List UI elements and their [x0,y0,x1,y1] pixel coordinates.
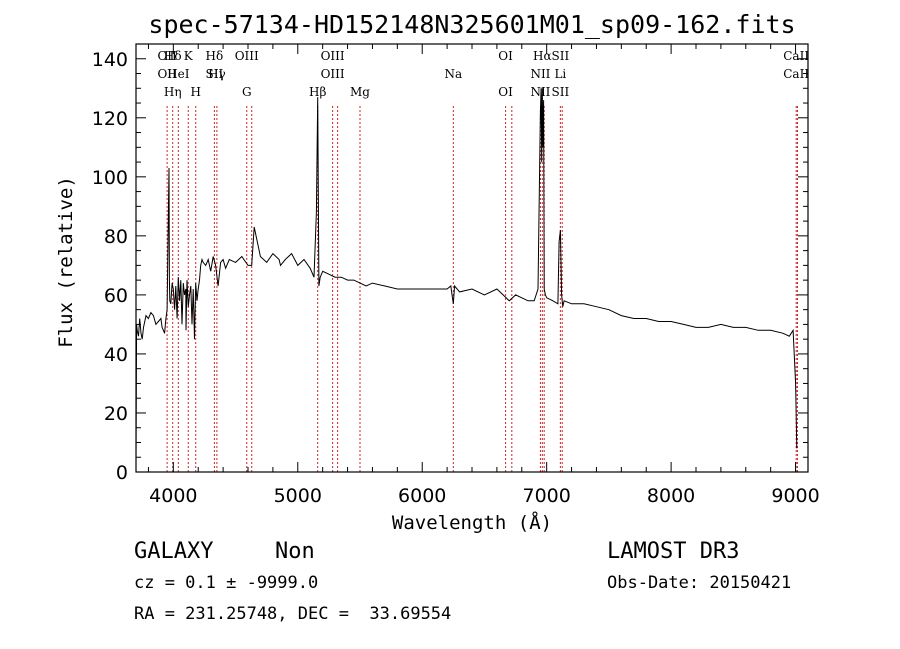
y-tick-label: 0 [116,462,128,484]
y-tick-label: 100 [92,167,128,189]
line-marker-label: Hγ [208,67,226,81]
line-marker-label: K [184,49,194,63]
line-markers [166,106,798,472]
line-marker-label: Hδ [206,49,224,63]
y-tick-label: 40 [104,344,128,366]
x-axis-label: Wavelength (Å) [392,511,552,534]
line-marker-label: NII [530,67,550,81]
line-marker-label: OI [498,49,513,63]
line-marker-label: Hη [164,85,182,99]
x-tick-label: 5000 [274,485,322,507]
object-subclass: Non [275,539,315,564]
line-marker-label: Na [445,67,463,81]
y-axis-label: Flux (relative) [55,176,77,348]
x-tick-label: 7000 [522,485,570,507]
line-marker-label: SII [206,67,224,81]
line-marker-label: SII [552,49,570,63]
line-marker-label: H [190,85,200,99]
object-class: GALAXY [134,539,214,564]
y-axis-ticks: 0 20 40 60 80 100 120 140 [92,49,808,484]
y-tick-label: 80 [104,226,128,248]
x-axis-ticks: 4000 5000 6000 7000 8000 9000 [147,44,820,507]
x-tick-label: 8000 [647,485,695,507]
line-marker-label: OIII [235,49,259,63]
line-marker-label: Mg [350,85,370,99]
line-marker-label: Hα [533,49,552,63]
line-marker-label: OI [498,85,513,99]
x-tick-label: 9000 [771,485,819,507]
line-marker-label: G [242,85,252,99]
survey-name: LAMOST DR3 [607,539,740,564]
x-tick-label: 6000 [398,485,446,507]
plot-frame [135,43,809,473]
line-marker-label: Hβ [309,85,326,99]
line-marker-label: Li [554,67,566,81]
line-marker-label: OII [157,67,177,81]
line-marker-label: Hδ [164,49,182,63]
line-marker-label: SII [552,85,570,99]
line-marker-label: HeI [167,67,190,81]
y-tick-label: 140 [92,49,128,71]
chart-title: spec-57134-HD152148N325601M01_sp09-162.f… [148,10,795,39]
line-marker-label: OII [157,49,177,63]
line-marker-label: CaII [783,49,809,63]
coordinates-text: RA = 231.25748, DEC = 33.69554 [134,604,452,624]
line-marker-label: CaII [783,67,809,81]
line-marker-label: OIII [321,67,345,81]
x-tick-label: 4000 [149,485,197,507]
y-tick-label: 120 [92,108,128,130]
redshift-text: cz = 0.1 ± -9999.0 [134,573,319,593]
obs-date-text: Obs-Date: 20150421 [607,573,792,593]
y-tick-label: 60 [104,285,128,307]
line-marker-label: OIII [321,49,345,63]
spectrum-series-line [135,88,798,458]
y-tick-label: 20 [104,403,128,425]
